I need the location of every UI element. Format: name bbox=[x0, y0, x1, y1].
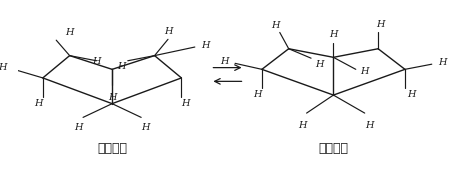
Text: H: H bbox=[271, 21, 280, 30]
Text: H: H bbox=[108, 93, 116, 102]
Text: 船式构象: 船式构象 bbox=[97, 142, 127, 155]
Text: H: H bbox=[181, 99, 190, 108]
Text: H: H bbox=[376, 20, 384, 29]
Text: H: H bbox=[220, 57, 228, 66]
Text: H: H bbox=[141, 123, 150, 132]
Text: H: H bbox=[65, 28, 74, 37]
Text: H: H bbox=[75, 123, 83, 132]
Text: H: H bbox=[201, 41, 210, 50]
Text: 椅式构象: 椅式构象 bbox=[318, 142, 349, 155]
Text: H: H bbox=[164, 27, 172, 36]
Text: H: H bbox=[298, 121, 306, 130]
Text: H: H bbox=[329, 30, 338, 39]
Text: H: H bbox=[0, 63, 7, 72]
Text: H: H bbox=[439, 58, 447, 67]
Text: H: H bbox=[92, 57, 101, 66]
Text: H: H bbox=[117, 62, 125, 71]
Text: H: H bbox=[34, 99, 43, 108]
Text: H: H bbox=[360, 67, 369, 76]
Text: H: H bbox=[407, 90, 416, 99]
Text: H: H bbox=[365, 121, 373, 130]
Text: H: H bbox=[254, 90, 262, 99]
Text: H: H bbox=[315, 60, 324, 69]
